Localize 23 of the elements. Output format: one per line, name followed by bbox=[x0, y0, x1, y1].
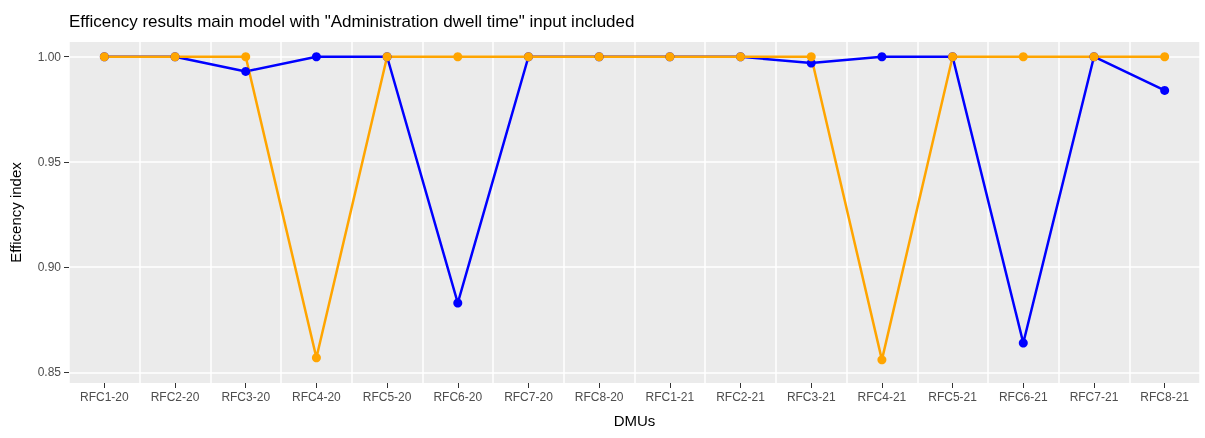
x-tick-label: RFC8-20 bbox=[574, 390, 624, 404]
x-tick-label: RFC2-21 bbox=[716, 390, 766, 404]
x-tick-label: RFC1-20 bbox=[80, 390, 130, 404]
x-tick-label: RFC3-21 bbox=[786, 390, 836, 404]
x-tick-label: RFC7-20 bbox=[504, 390, 554, 404]
x-tick-label: RFC5-21 bbox=[928, 390, 978, 404]
y-axis-title: Efficency index bbox=[7, 161, 24, 263]
y-tick-label: 1.00 bbox=[37, 49, 62, 64]
y-tick-label: 0.95 bbox=[37, 154, 62, 169]
x-tick-label: RFC6-21 bbox=[998, 390, 1048, 404]
chart-title: Efficency results main model with "Administration dwell time" input included bbox=[69, 12, 635, 31]
x-tick-label: RFC8-21 bbox=[1140, 390, 1190, 404]
x-tick-label: RFC3-20 bbox=[221, 390, 271, 404]
y-tick-label: 0.85 bbox=[37, 365, 62, 380]
x-tick-label: RFC4-20 bbox=[292, 390, 342, 404]
x-tick-label: RFC5-20 bbox=[362, 390, 412, 404]
x-tick-label: RFC2-20 bbox=[150, 390, 200, 404]
y-tick-label: 0.90 bbox=[37, 260, 62, 275]
x-tick-label: RFC1-21 bbox=[645, 390, 695, 404]
x-tick-label: RFC7-21 bbox=[1069, 390, 1119, 404]
x-tick-label: RFC4-21 bbox=[857, 390, 907, 404]
x-axis-title: DMUs bbox=[613, 412, 656, 429]
x-tick-label: RFC6-20 bbox=[433, 390, 483, 404]
